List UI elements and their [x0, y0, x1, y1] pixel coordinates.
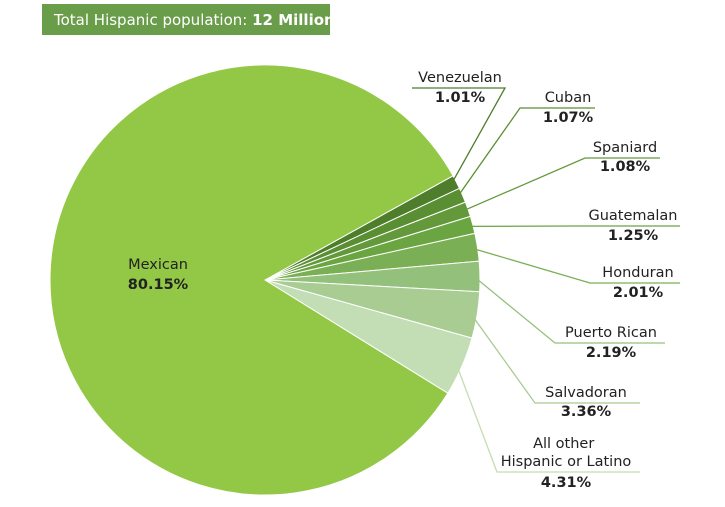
slice-label: Cuban — [545, 90, 592, 106]
leader-line — [470, 313, 640, 404]
leader-line — [455, 363, 640, 473]
slice-label: Mexican — [128, 257, 188, 273]
slice-label: All other Hispanic or Latino — [501, 436, 632, 470]
title-text: Total Hispanic population: — [53, 11, 247, 29]
label-line: All other — [533, 436, 599, 452]
leader-line — [473, 276, 665, 344]
chart-title: Total Hispanic population: 12 Million — [53, 11, 335, 29]
slice-label: Puerto Rican — [565, 325, 657, 341]
slice-value: 4.31% — [541, 475, 592, 491]
pie-slice — [49, 64, 454, 496]
title-box — [42, 4, 330, 35]
slice-label: Honduran — [602, 265, 673, 281]
leader-line — [412, 87, 507, 186]
slice-value: 2.19% — [586, 345, 637, 361]
slice-value: 1.08% — [600, 159, 651, 175]
slice-label: Salvadoran — [545, 385, 627, 401]
slice-value: 80.15% — [128, 277, 189, 293]
slice-value: 1.25% — [608, 228, 659, 244]
leader-line — [462, 157, 660, 212]
slice-value: 2.01% — [613, 285, 664, 301]
slice-label: Spaniard — [593, 140, 657, 156]
slice-label: Guatemalan — [588, 208, 677, 224]
leader-line — [456, 107, 595, 198]
slice-label: Venezuelan — [418, 70, 502, 86]
leader-line — [471, 247, 680, 284]
slice-value: 1.01% — [435, 90, 486, 106]
label-line: Hispanic or Latino — [501, 454, 632, 470]
slice-value: 1.07% — [543, 110, 594, 126]
slice-value: 3.36% — [561, 404, 612, 420]
title-emphasis: 12 Million — [252, 11, 335, 29]
